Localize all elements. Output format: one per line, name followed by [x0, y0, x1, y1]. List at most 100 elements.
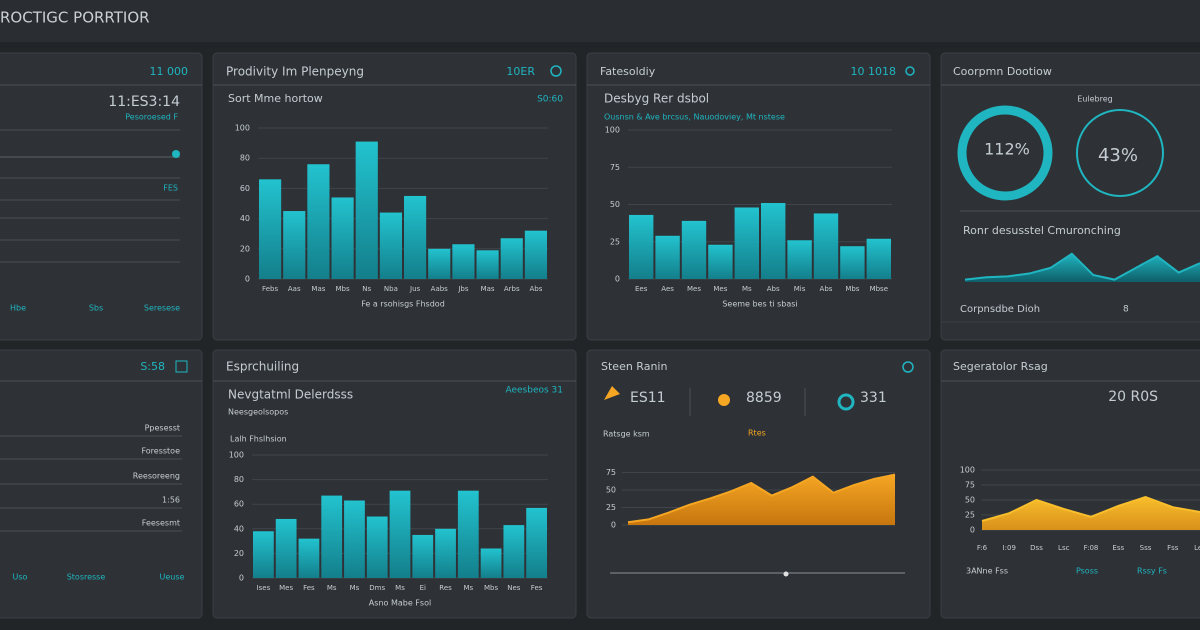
y-tick-label: 80: [240, 154, 250, 163]
kpi-value: ES11: [630, 390, 666, 406]
item: 1:56: [162, 496, 180, 505]
ring-label: Eulebreg: [1077, 95, 1112, 104]
x-tick-label: Nba: [384, 285, 398, 293]
y-tick-label: 0: [245, 275, 250, 284]
slider-dot: [783, 571, 789, 577]
x-tick-label: Abs: [767, 285, 780, 293]
chart-title: Lalh Fhslhsion: [230, 435, 287, 444]
bar: [321, 495, 343, 578]
indicator: [172, 150, 180, 158]
y-tick-label: 20: [240, 244, 250, 253]
panel-title: Prodivity Im Plenpeyng: [226, 65, 364, 79]
note: Neesgeolsopos: [228, 408, 288, 417]
footer-label: Corpnsdbe Dioh: [960, 304, 1040, 315]
bar: [452, 244, 475, 279]
y-tick-label: 25: [965, 511, 975, 520]
top-bar: [0, 0, 1200, 42]
y-tick-label: 50: [965, 496, 975, 505]
footer-label: 8: [1123, 305, 1129, 315]
x-tick-label: Les: [1194, 544, 1200, 552]
x-tick-label: Dss: [1030, 544, 1043, 552]
x-tick-label: Aabs: [431, 285, 449, 293]
bar: [457, 490, 479, 578]
x-tick-label: Ms: [742, 285, 752, 293]
item: Ppesesst: [145, 424, 180, 433]
footer-label: Uso: [13, 573, 28, 582]
y-tick-label: 40: [234, 524, 244, 533]
y-tick-label: 40: [240, 214, 250, 223]
bar: [259, 179, 282, 279]
y-tick-label: 25: [610, 237, 620, 246]
y-tick-label: 0: [611, 521, 616, 530]
x-tick-label: Abs: [820, 285, 833, 293]
legend: Ousnsn & Ave brcsus, Nauodoviey, Mt nste…: [604, 113, 785, 122]
subtitle: Desbyg Rer dsbol: [604, 92, 709, 106]
x-tick-label: Fes: [531, 584, 543, 592]
x-tick-label: Ess: [1112, 544, 1124, 552]
note: Pesoroesed F: [125, 113, 178, 122]
x-tick-label: Arbs: [504, 285, 520, 293]
footer-label: 3ANne Fss: [966, 567, 1008, 576]
x-tick-label: Abs: [529, 285, 542, 293]
panel-title: Esprchuiling: [226, 360, 299, 374]
bar: [655, 235, 680, 279]
x-axis-label: Fe a rsohisgs Fhsdod: [361, 300, 445, 309]
bar: [681, 220, 707, 279]
panel: [586, 349, 931, 619]
panel: [0, 52, 203, 341]
bar: [761, 203, 786, 279]
bar: [275, 518, 297, 578]
badge: 10 1018: [851, 65, 897, 78]
y-tick-label: 60: [240, 184, 250, 193]
kpi-icon: [604, 386, 620, 400]
area: [628, 474, 895, 525]
bar: [866, 238, 891, 279]
item: Reesoreeng: [133, 472, 180, 481]
kpi-value: 8859: [746, 390, 782, 406]
bar: [344, 500, 365, 578]
bar: [283, 211, 306, 279]
item: FES: [163, 184, 178, 193]
app-title: ROCTIGC PORRTIOR: [0, 9, 150, 27]
y-tick-label: 0: [239, 574, 244, 583]
bar: [435, 528, 456, 578]
panel: [940, 52, 1200, 341]
x-tick-label: Fes: [303, 584, 315, 592]
icon: [175, 360, 188, 373]
x-tick-label: Febs: [262, 285, 278, 293]
footer-label: Hbe: [10, 304, 26, 313]
bar: [355, 141, 378, 279]
bar: [503, 525, 525, 578]
kpi-icon: [718, 394, 730, 406]
x-tick-label: F:08: [1084, 544, 1099, 552]
bar: [526, 507, 547, 578]
x-tick-label: F:6: [977, 544, 988, 552]
kpi-value: 331: [860, 390, 887, 406]
subtitle: Nevgtatml Delerdsss: [228, 388, 353, 402]
x-tick-label: Ises: [257, 584, 271, 592]
x-tick-label: Aes: [661, 285, 674, 293]
ring: [1076, 109, 1164, 197]
line: [964, 252, 1200, 281]
ring-value: 112%: [984, 140, 1030, 159]
line: [981, 495, 1200, 522]
bar: [708, 244, 733, 279]
note: Ratsge ksm: [603, 430, 650, 439]
y-tick-label: 20: [234, 549, 244, 558]
bar: [366, 516, 388, 578]
bar: [813, 213, 839, 279]
bar: [428, 248, 451, 279]
x-tick-label: Ms: [395, 584, 405, 592]
badge: 10ER: [506, 65, 535, 78]
line: [627, 473, 896, 524]
y-tick-label: 60: [234, 500, 244, 509]
badge: S:58: [140, 360, 165, 373]
x-tick-label: Fss: [1167, 544, 1179, 552]
kpi-icon: [837, 393, 855, 411]
item: Foresstoe: [141, 447, 180, 456]
x-tick-label: I:09: [1003, 544, 1016, 552]
x-tick-label: Ms: [350, 584, 360, 592]
y-tick-label: 100: [229, 451, 244, 460]
x-tick-label: Mas: [481, 285, 495, 293]
